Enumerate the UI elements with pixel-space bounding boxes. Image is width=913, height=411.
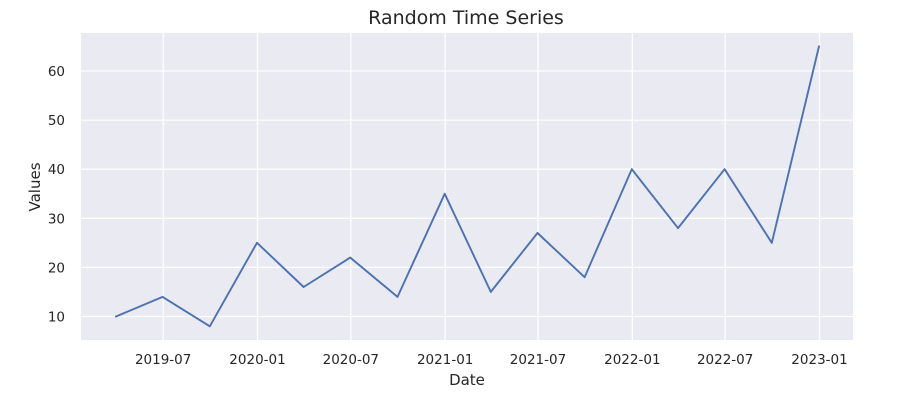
x-tick-labels: 2019-07 2020-01 2020-07 2021-01 2021-07 2022-… [135,352,848,368]
data-point [396,295,399,298]
data-point [723,168,726,171]
y-gridlines [81,70,853,318]
data-point [489,291,492,293]
y-tick-label: 50 [48,113,65,129]
y-axis-label: Values [26,162,44,211]
data-point [256,241,258,244]
x-gridlines [162,33,821,340]
data-point [630,168,633,171]
x-tick-label: 2022-07 [697,352,753,368]
data-point [536,232,539,234]
data-point [443,192,446,195]
x-tick-label: 2020-01 [229,352,285,368]
x-tick-label: 2021-07 [510,352,566,368]
x-tick-label: 2019-07 [135,352,191,368]
x-tick-label: 2022-01 [604,352,660,368]
x-tick-label: 2023-01 [791,352,847,368]
data-point [770,241,773,244]
x-axis-label: Date [449,371,485,389]
series-layer [115,45,820,328]
y-tick-label: 20 [48,260,65,276]
series-line [115,45,820,328]
y-tick-labels: 10 20 30 40 50 60 [48,64,65,326]
data-point [302,286,305,288]
x-tick-label: 2020-07 [323,352,379,368]
data-point [208,325,211,328]
x-tick-label: 2021-01 [417,352,473,368]
data-point [583,276,586,279]
y-tick-label: 40 [48,162,65,178]
y-tick-label: 60 [48,64,65,80]
y-tick-label: 10 [48,310,65,326]
data-point [818,45,820,48]
data-point [349,256,352,259]
data-point [677,227,679,230]
chart-title: Random Time Series [368,7,564,29]
data-point [161,295,164,298]
y-tick-label: 30 [48,211,65,227]
data-point [115,315,117,318]
plot-area [81,33,853,340]
